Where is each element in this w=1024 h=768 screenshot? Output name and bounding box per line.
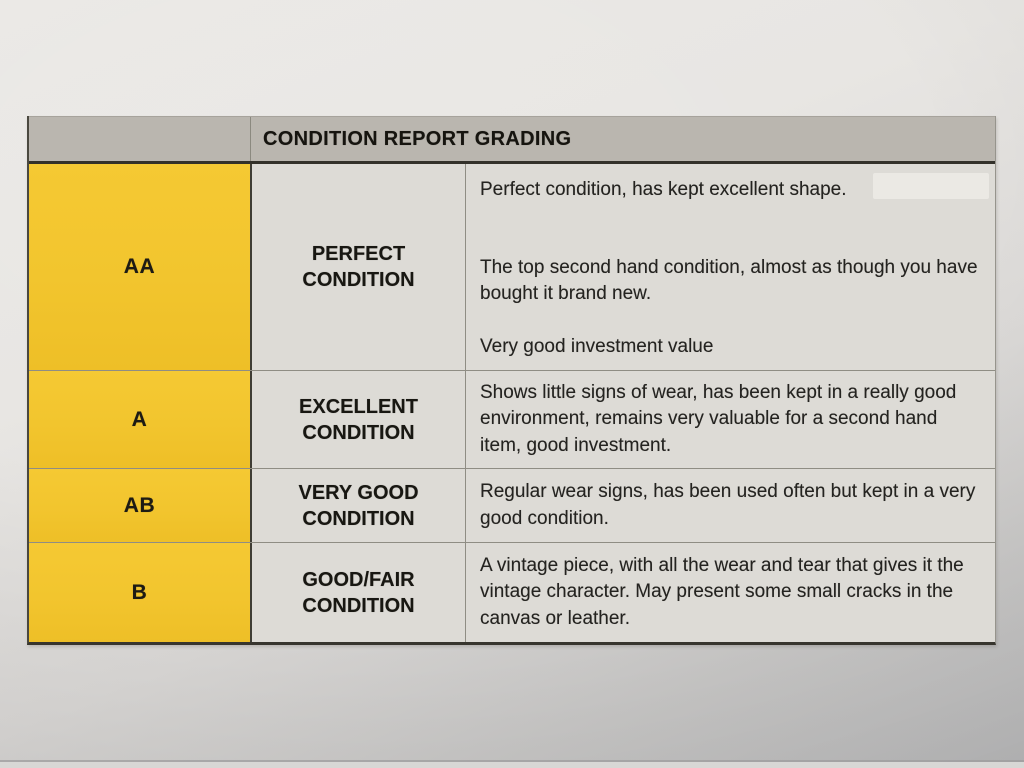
- condition-label-ab: VERY GOOD CONDITION: [252, 469, 466, 542]
- table-header-row: CONDITION REPORT GRADING: [29, 116, 995, 164]
- table-row-ab: AB VERY GOOD CONDITION Regular wear sign…: [29, 468, 995, 542]
- header-empty-cell: [29, 117, 251, 161]
- condition-label-line: GOOD/FAIR: [302, 568, 415, 591]
- description-paragraph: Regular wear signs, has been used often …: [480, 481, 976, 529]
- grade-cell-ab: AB: [29, 469, 252, 542]
- description-paragraph: A vintage piece, with all the wear and t…: [480, 554, 964, 629]
- grade-cell-a: A: [29, 371, 252, 468]
- condition-label-line: CONDITION: [302, 507, 415, 530]
- grade-cell-b: B: [29, 543, 252, 642]
- paper-bottom-edge: [0, 760, 1024, 762]
- condition-label-line: CONDITION: [302, 421, 415, 444]
- table-title: CONDITION REPORT GRADING: [263, 127, 572, 150]
- surface-below-paper: [0, 762, 1024, 768]
- description-paragraph: Very good investment value: [480, 335, 714, 357]
- condition-label-line: CONDITION: [302, 594, 415, 617]
- description-cell-ab: Regular wear signs, has been used often …: [466, 469, 995, 542]
- description-paragraph: The top second hand condition, almost as…: [480, 256, 978, 305]
- condition-label-line: CONDITION: [302, 269, 415, 291]
- condition-label-line: EXCELLENT: [299, 395, 418, 418]
- grade-cell-aa: AA: [29, 164, 252, 370]
- condition-label-line: VERY GOOD: [298, 481, 419, 504]
- description-paragraph: Shows little signs of wear, has been kep…: [480, 381, 957, 456]
- condition-label-aa: PERFECT CONDITION: [252, 164, 466, 370]
- condition-report-grading-table: CONDITION REPORT GRADING AA PERFECT COND…: [27, 116, 996, 645]
- condition-label-line: PERFECT: [311, 243, 406, 265]
- condition-label-b: GOOD/FAIR CONDITION: [252, 543, 466, 642]
- description-cell-aa: Perfect condition, has kept excellent sh…: [466, 164, 995, 370]
- correction-patch: [873, 173, 989, 199]
- condition-label-a: EXCELLENT CONDITION: [252, 371, 466, 468]
- table-row-b: B GOOD/FAIR CONDITION A vintage piece, w…: [29, 542, 995, 642]
- description-paragraph: Perfect condition, has kept excellent sh…: [480, 179, 847, 200]
- description-cell-b: A vintage piece, with all the wear and t…: [466, 543, 995, 642]
- description-cell-a: Shows little signs of wear, has been kep…: [466, 371, 995, 468]
- table-row-a: A EXCELLENT CONDITION Shows little signs…: [29, 370, 995, 468]
- table-row-aa: AA PERFECT CONDITION Perfect condition, …: [29, 164, 995, 370]
